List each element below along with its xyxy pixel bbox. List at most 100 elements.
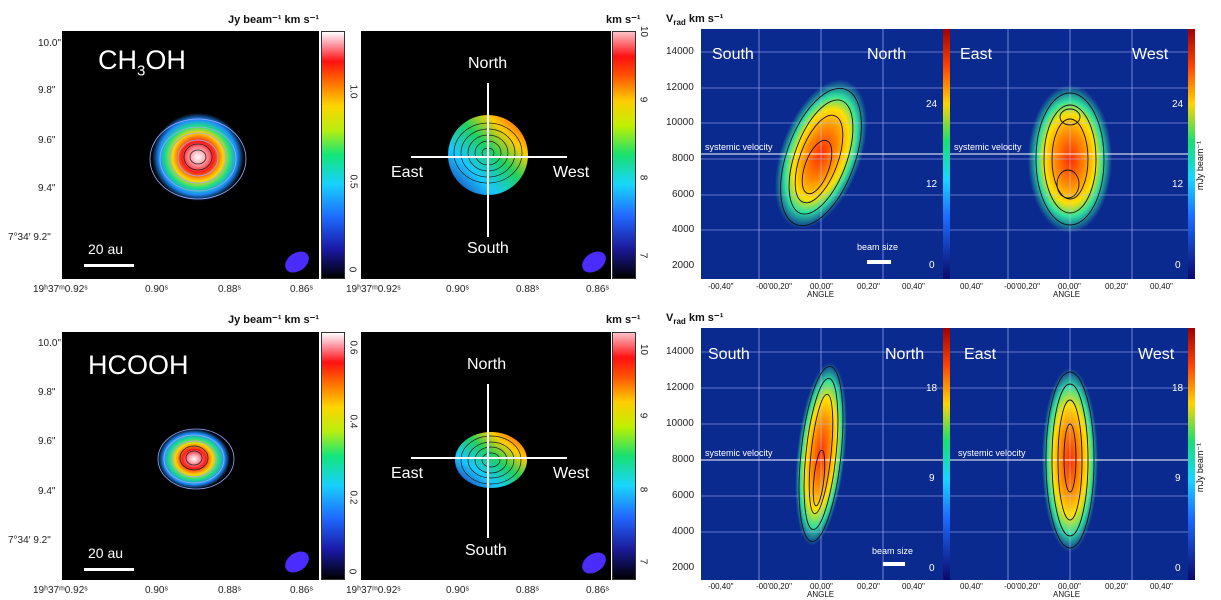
pv-cb-tick: 24 — [926, 99, 938, 110]
velocity-colorbar — [612, 31, 636, 279]
ra-tick: 19ʰ37ᵐ0.92ˢ — [346, 284, 401, 295]
scale-bar-label: 20 au — [88, 545, 124, 561]
ra-tick: 19ʰ37ᵐ0.92ˢ — [33, 284, 88, 295]
pv-y-tick: 12000 — [666, 82, 694, 93]
pv-colorbar-left — [943, 29, 950, 279]
moment0-emission — [84, 113, 309, 273]
ra-tick: 0.86ˢ — [290, 284, 313, 295]
dec-tick: 9.8" — [38, 387, 56, 398]
pv-cb-tick: 18 — [926, 383, 938, 394]
dec-tick: 9.4" — [38, 486, 56, 497]
velocity-tick: 9 — [637, 96, 649, 103]
pv-cb-tick: 0 — [929, 260, 935, 271]
pv-dir-left: South — [712, 46, 754, 63]
intensity-tick: 1.0 — [347, 84, 359, 99]
ra-tick: 0.86ˢ — [586, 585, 609, 596]
systemic-velocity-label: systemic velocity — [705, 142, 773, 152]
dec-tick: 7°34′ 9.2" — [8, 535, 51, 546]
pv-x-tick: 00,40" — [960, 582, 983, 591]
pv-y-tick: 6000 — [672, 189, 695, 200]
pv-cb-tick: 12 — [1172, 179, 1184, 190]
ra-tick: 19ʰ37ᵐ0.92ˢ — [346, 585, 401, 596]
intensity-tick: 0 — [346, 568, 358, 575]
pv-cb-tick: 9 — [1175, 473, 1181, 484]
intensity-tick: 0.2 — [347, 490, 359, 505]
ra-tick: 0.90ˢ — [145, 585, 168, 596]
velocity-tick: 10 — [638, 343, 650, 356]
moment0-emission — [84, 428, 309, 573]
pv-y-tick: 2000 — [672, 260, 695, 271]
pv-diagram-ns-ch3oh: South North systemic velocity beam size … — [701, 29, 944, 279]
dec-tick: 9.6" — [38, 436, 56, 447]
ra-tick: 0.86ˢ — [586, 284, 609, 295]
velocity-tick: 10 — [638, 25, 650, 38]
velocity-colorbar-unit: km s⁻¹ — [606, 14, 641, 26]
pv-y-tick: 8000 — [672, 454, 695, 465]
pv-ew-emission — [950, 328, 1192, 580]
pv-x-tick: 00,00" — [1058, 582, 1081, 591]
compass-east: East — [391, 164, 424, 181]
moment0-map-ch3oh: CH3OH 20 au — [62, 31, 319, 279]
compass-east: East — [391, 465, 424, 482]
pv-cb-tick: 24 — [1172, 99, 1184, 110]
pv-x-tick: -00'00,20" — [756, 582, 792, 591]
pv-x-tick: 00,00" — [1058, 282, 1081, 291]
ra-tick: 0.88ˢ — [218, 585, 241, 596]
pv-y-tick: 14000 — [666, 46, 694, 57]
pv-x-tick: 00,20" — [857, 282, 880, 291]
velocity-field — [411, 384, 606, 574]
pv-y-tick: 8000 — [672, 153, 695, 164]
pv-y-tick: 14000 — [666, 346, 694, 357]
dec-tick: 7°34′ 9.2" — [8, 232, 51, 243]
systemic-velocity-label: systemic velocity — [954, 142, 1022, 152]
velocity-colorbar — [612, 332, 636, 580]
molecule-label-ch3oh: CH3OH — [98, 45, 186, 80]
pv-y-tick: 10000 — [666, 418, 694, 429]
pv-diagram-ew-hcooh: East West systemic velocity 18 9 0 — [950, 328, 1192, 580]
moment1-map-hcooh: North South East West — [361, 332, 611, 580]
pv-x-label: ANGLE — [1053, 590, 1081, 599]
ra-tick: 0.88ˢ — [516, 585, 539, 596]
ra-tick: 19ʰ37ᵐ0.92ˢ — [33, 585, 88, 596]
pv-diagram-ew-ch3oh: East West systemic velocity 24 12 0 — [950, 29, 1192, 279]
pv-y-tick: 4000 — [672, 224, 695, 235]
pv-dir-left: East — [964, 346, 997, 363]
pv-x-tick: 00,40" — [902, 582, 925, 591]
ra-tick: 0.88ˢ — [516, 284, 539, 295]
intensity-tick: 0.4 — [347, 414, 359, 429]
compass-south: South — [467, 240, 509, 257]
intensity-colorbar — [321, 332, 345, 580]
pv-cb-tick: 0 — [929, 563, 935, 574]
pv-x-tick: -00'00,20" — [1004, 582, 1040, 591]
pv-x-tick: 00,40" — [1150, 282, 1173, 291]
pv-dir-right: West — [1138, 346, 1175, 363]
pv-dir-left: East — [960, 46, 993, 63]
pv-x-tick: 00,00" — [810, 282, 833, 291]
pv-cb-tick: 0 — [1175, 260, 1181, 271]
beam-size-label: beam size — [857, 242, 899, 252]
ra-tick: 0.90ˢ — [446, 284, 469, 295]
ra-tick: 0.90ˢ — [145, 284, 168, 295]
intensity-tick: 0.5 — [347, 174, 359, 189]
pv-x-tick: 00,00" — [810, 582, 833, 591]
pv-y-tick: 4000 — [672, 526, 695, 537]
pv-x-tick: 00,40" — [960, 282, 983, 291]
pv-dir-right: North — [867, 46, 907, 63]
intensity-colorbar-unit: Jy beam⁻¹ km s⁻¹ — [228, 314, 320, 326]
compass-north: North — [468, 55, 508, 72]
ra-tick: 0.90ˢ — [446, 585, 469, 596]
pv-colorbar-right — [1188, 29, 1195, 279]
compass-north: North — [467, 356, 507, 373]
pv-x-tick: 00,40" — [902, 282, 925, 291]
molecule-label-hcooh: HCOOH — [88, 350, 189, 380]
pv-y-tick: 12000 — [666, 382, 694, 393]
pv-y-tick: 2000 — [672, 562, 695, 573]
velocity-colorbar-unit: km s⁻¹ — [606, 314, 641, 326]
pv-ylabel: Vrad km s⁻¹ — [666, 13, 724, 28]
beam-size-label: beam size — [872, 546, 914, 556]
pv-colorbar-unit: mJy beam⁻¹ — [1195, 140, 1206, 191]
pv-ylabel: Vrad km s⁻¹ — [666, 312, 724, 327]
pv-dir-right: West — [1132, 46, 1169, 63]
pv-x-label: ANGLE — [807, 290, 835, 299]
pv-x-tick: -00,40" — [708, 582, 734, 591]
